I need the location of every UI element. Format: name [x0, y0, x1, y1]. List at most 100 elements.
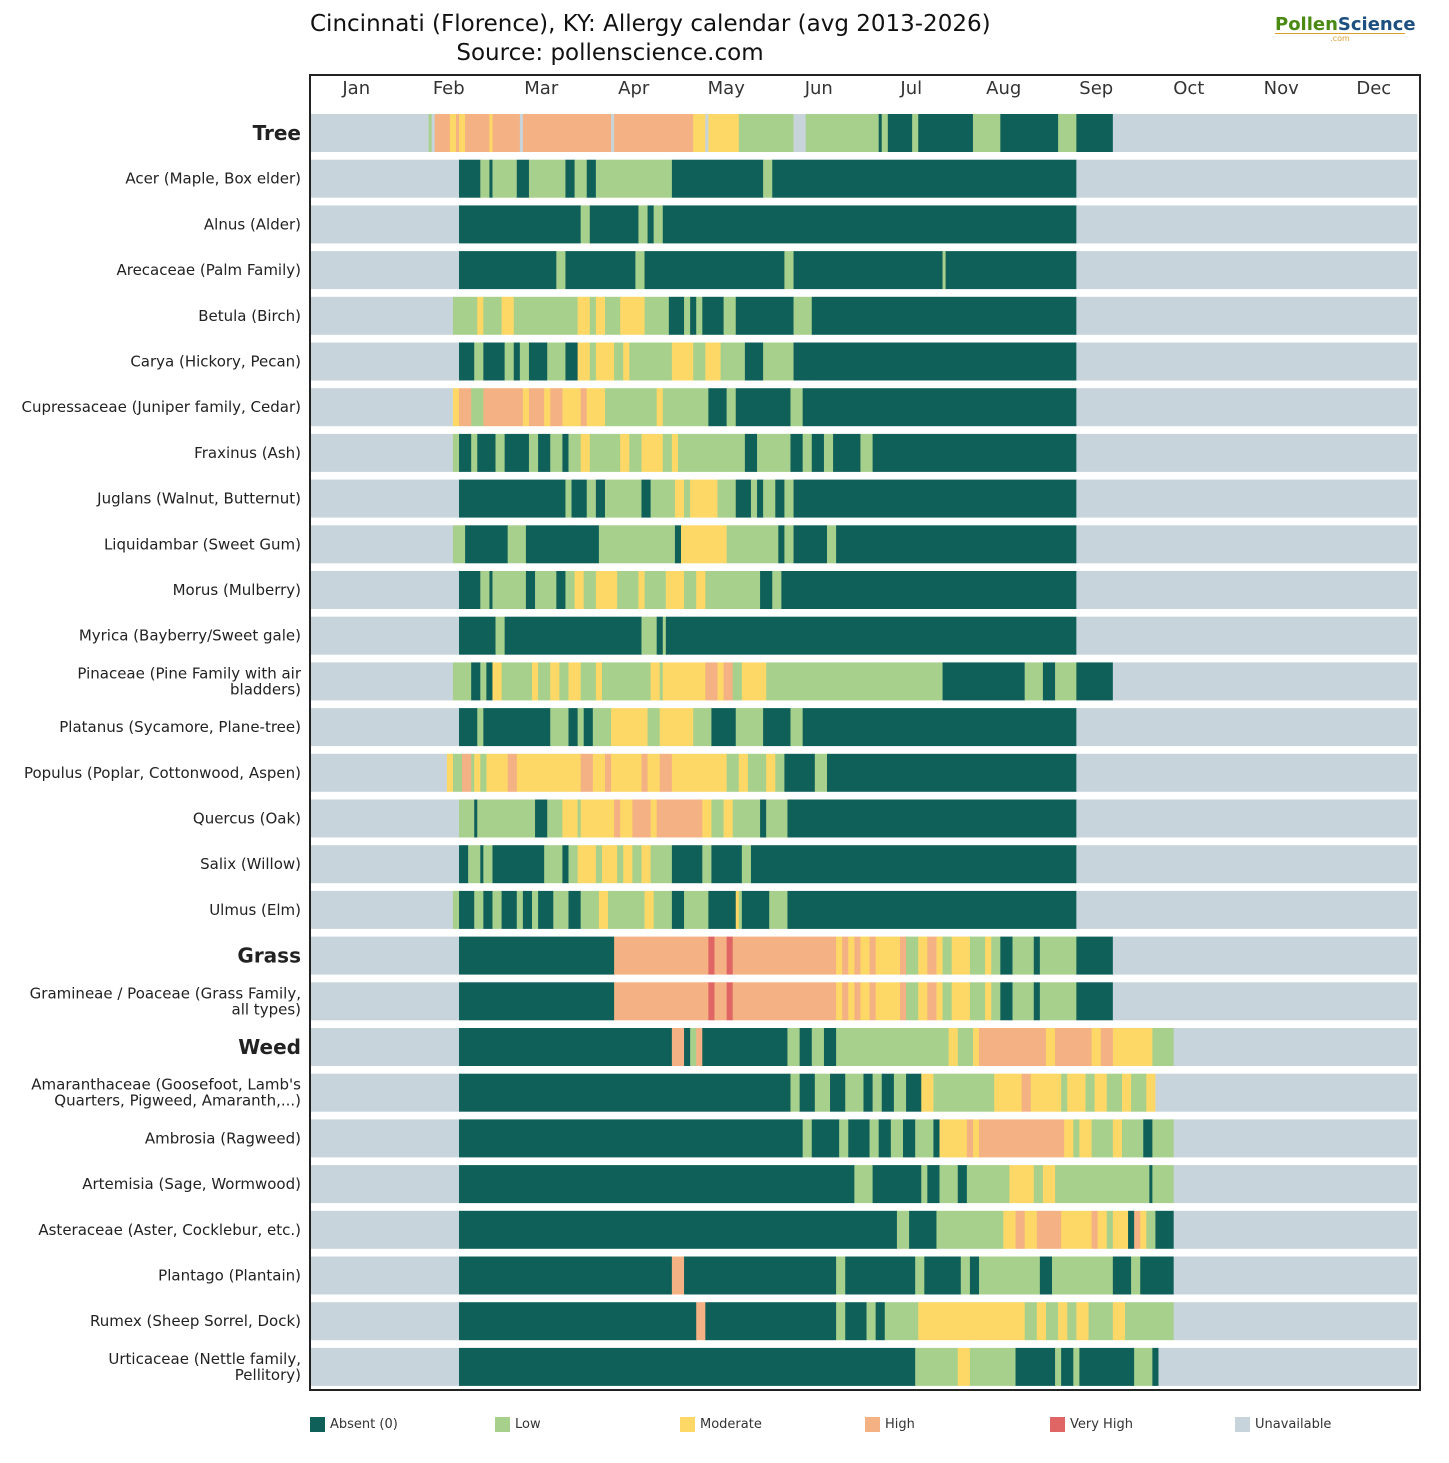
legend-item-veryhigh: Very High	[1050, 1417, 1133, 1432]
heatmap-cell	[528, 433, 539, 472]
heatmap-cell	[696, 1028, 703, 1066]
heatmap-cell	[811, 1028, 825, 1066]
heatmap-cell	[942, 982, 953, 1021]
heatmap-row	[310, 616, 1418, 655]
heatmap-cell	[580, 205, 591, 244]
heatmap-cell	[635, 251, 645, 290]
heatmap-cell	[839, 662, 873, 701]
heatmap-cell	[434, 114, 451, 152]
heatmap-cell	[711, 845, 743, 884]
heatmap-cell	[459, 1256, 673, 1295]
row-label: Rumex (Sheep Sorrel, Dock)	[90, 1312, 301, 1330]
logo-part1: Pollen	[1275, 14, 1338, 35]
heatmap-cell	[671, 1256, 685, 1295]
heatmap-cell	[459, 1119, 804, 1158]
heatmap-cell	[522, 388, 530, 427]
heatmap-cell	[483, 388, 496, 427]
heatmap-row	[310, 753, 1418, 792]
heatmap-cell	[684, 296, 691, 335]
heatmap-cell	[671, 1028, 685, 1066]
heatmap-cell	[1076, 799, 1418, 838]
heatmap-cell	[823, 1028, 837, 1066]
heatmap-cell	[583, 571, 597, 609]
row-label-line: Gramineae / Poaceae (Grass Family,	[30, 984, 301, 1002]
heatmap-cell	[483, 708, 551, 747]
heatmap-cell	[884, 1028, 950, 1066]
heatmap-cell	[459, 1347, 916, 1386]
heatmap-cell	[452, 296, 460, 335]
heatmap-cell	[708, 982, 715, 1021]
heatmap-cell	[933, 1073, 950, 1112]
heatmap-cell	[705, 662, 718, 701]
heatmap-cell	[684, 1256, 837, 1295]
heatmap-cell	[714, 982, 728, 1021]
heatmap-cell	[836, 1302, 846, 1341]
heatmap-cell	[556, 251, 566, 290]
heatmap-cell	[659, 753, 673, 792]
heatmap-cell	[568, 433, 582, 472]
heatmap-cell	[592, 753, 606, 792]
heatmap-cell	[532, 890, 539, 929]
heatmap-cell	[1076, 982, 1114, 1021]
heatmap-cell	[842, 982, 849, 1021]
heatmap-cell	[1152, 1028, 1175, 1066]
heatmap-cell	[869, 982, 877, 1021]
heatmap-row	[310, 525, 1418, 564]
heatmap-cell	[1128, 1210, 1135, 1249]
heatmap-cell	[632, 799, 652, 838]
heatmap-cell	[1152, 1347, 1159, 1386]
heatmap-cell	[608, 890, 645, 929]
heatmap-cell	[1055, 1165, 1150, 1204]
heatmap-cell	[1076, 251, 1418, 290]
heatmap-cell	[1039, 982, 1077, 1021]
heatmap-cell	[1076, 479, 1418, 518]
heatmap-cell	[474, 890, 484, 929]
heatmap-cell	[310, 982, 460, 1021]
heatmap-cell	[477, 433, 496, 472]
heatmap-cell	[629, 433, 642, 472]
heatmap-cell	[969, 936, 986, 975]
row-label-line: Ulmus (Elm)	[209, 901, 301, 919]
heatmap-cell	[708, 890, 737, 929]
heatmap-cell	[976, 114, 1001, 152]
heatmap-row	[310, 1073, 1418, 1112]
heatmap-cell	[1106, 1210, 1114, 1249]
heatmap-cell	[985, 982, 992, 1021]
heatmap-cell	[705, 114, 709, 152]
heatmap-cell	[577, 342, 591, 381]
heatmap-cell	[918, 982, 928, 1021]
heatmap-cell	[705, 1302, 837, 1341]
row-label-line: Grass	[237, 944, 301, 968]
heatmap-cell	[586, 479, 597, 518]
heatmap-row	[310, 205, 1418, 244]
heatmap-cell	[1140, 1210, 1147, 1249]
heatmap-cell	[1076, 388, 1418, 427]
heatmap-row	[310, 159, 1418, 198]
heatmap-cell	[1112, 982, 1418, 1021]
heatmap-cell	[1076, 1302, 1089, 1341]
heatmap-cell	[732, 662, 743, 701]
heatmap-cell	[1112, 114, 1418, 152]
heatmap-cell	[310, 936, 460, 975]
heatmap-cell	[912, 114, 919, 152]
heatmap-cell	[489, 114, 493, 152]
heatmap-cell	[1045, 1302, 1059, 1341]
row-label: Acer (Maple, Box elder)	[125, 170, 301, 188]
heatmap-cell	[459, 571, 481, 609]
heatmap-cell	[522, 114, 612, 152]
row-label-line: Pinaceae (Pine Family with air	[77, 664, 301, 682]
heatmap-cell	[1091, 1210, 1099, 1249]
heatmap-cell	[310, 388, 454, 427]
heatmap-cell	[562, 799, 579, 838]
heatmap-cell	[504, 342, 515, 381]
row-label: Ulmus (Elm)	[209, 901, 301, 919]
heatmap-cell	[979, 1028, 1047, 1066]
row-label-line: Pellitory)	[235, 1366, 301, 1384]
heatmap-cell	[459, 708, 478, 747]
heatmap-cell	[972, 1028, 980, 1066]
heatmap-cell	[310, 708, 460, 747]
heatmap-cell	[650, 479, 676, 518]
legend-swatch	[495, 1417, 510, 1432]
heatmap-cell	[611, 708, 648, 747]
heatmap-cell	[474, 799, 478, 838]
